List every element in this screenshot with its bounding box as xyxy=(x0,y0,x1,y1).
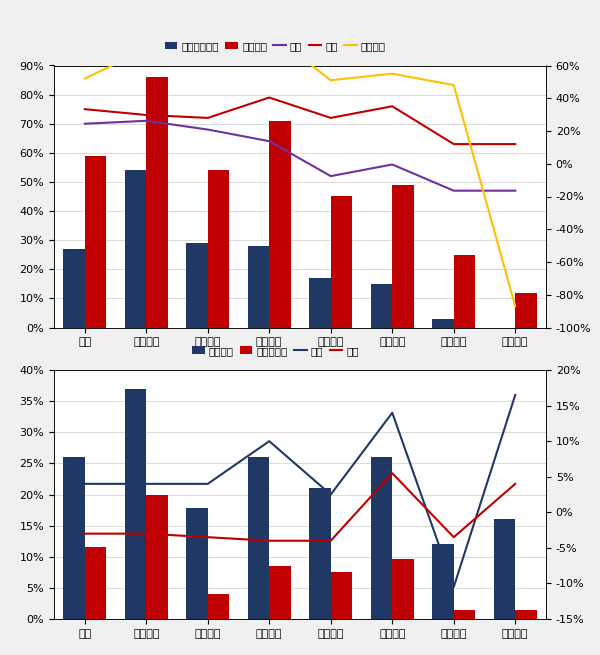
Bar xyxy=(392,185,414,328)
Legend: 劳务到位, 劳务上岗率, 同比, 同比: 劳务到位, 劳务上岗率, 同比, 同比 xyxy=(188,341,363,360)
Bar xyxy=(208,170,229,328)
Bar xyxy=(454,255,475,328)
Bar xyxy=(371,457,392,619)
Bar xyxy=(432,544,454,619)
Bar xyxy=(515,293,537,328)
Bar xyxy=(515,610,537,619)
Bar xyxy=(85,548,106,619)
Legend: 工地开复工率, 预计下周, 同比, 环比, 预计同比: 工地开复工率, 预计下周, 同比, 环比, 预计同比 xyxy=(161,37,390,55)
Bar xyxy=(309,278,331,328)
Bar xyxy=(146,495,168,619)
Bar xyxy=(63,457,85,619)
Bar xyxy=(186,508,208,619)
Bar xyxy=(248,246,269,328)
Bar xyxy=(125,170,146,328)
Bar xyxy=(208,594,229,619)
Bar xyxy=(309,489,331,619)
Bar xyxy=(331,196,352,328)
Bar xyxy=(494,519,515,619)
Bar xyxy=(331,572,352,619)
Bar xyxy=(125,389,146,619)
Bar xyxy=(392,559,414,619)
Text: 数据来源：百年建筑: 数据来源：百年建筑 xyxy=(490,369,546,379)
Bar xyxy=(146,77,168,328)
Bar xyxy=(85,156,106,328)
Bar xyxy=(454,610,475,619)
Bar xyxy=(248,457,269,619)
Bar xyxy=(269,566,291,619)
Bar xyxy=(432,319,454,328)
Bar xyxy=(269,121,291,328)
Bar xyxy=(186,243,208,328)
Bar xyxy=(371,284,392,328)
Bar xyxy=(63,249,85,328)
